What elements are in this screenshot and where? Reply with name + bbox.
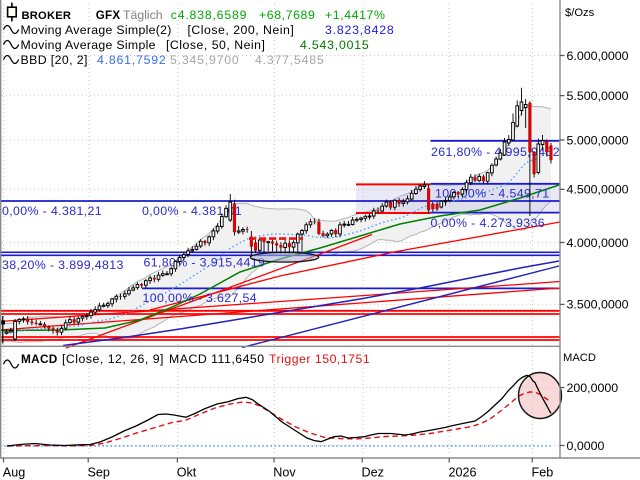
svg-text:0,0000: 0,0000	[567, 439, 605, 453]
svg-text:Sep: Sep	[88, 466, 110, 480]
svg-text:Okt: Okt	[177, 466, 197, 480]
svg-text:3.500,0000: 3.500,0000	[567, 298, 629, 312]
svg-text:4.861,7592: 4.861,7592	[97, 53, 167, 67]
svg-text:Nov: Nov	[273, 466, 296, 480]
svg-text:GFX: GFX	[96, 9, 121, 22]
svg-text:[Close, 50, Nein]: [Close, 50, Nein]	[166, 38, 265, 52]
svg-text:5.345,9700: 5.345,9700	[170, 53, 240, 67]
svg-text:MACD 111,6450: MACD 111,6450	[169, 352, 265, 366]
svg-text:2026: 2026	[449, 466, 477, 480]
svg-text:Täglich: Täglich	[123, 8, 163, 22]
svg-text:0,00% - 4.381,21: 0,00% - 4.381,21	[2, 204, 102, 218]
svg-text:c: c	[171, 8, 177, 22]
svg-text:4.000,0000: 4.000,0000	[567, 236, 629, 250]
svg-text:0,00% - 4.273,9336: 0,00% - 4.273,9336	[431, 216, 545, 230]
svg-text:[Close, 200, Nein]: [Close, 200, Nein]	[188, 23, 295, 37]
svg-text:200,0000: 200,0000	[567, 381, 619, 395]
svg-text:+1,4417%: +1,4417%	[325, 8, 386, 22]
svg-text:0,00% - 4.381,01: 0,00% - 4.381,01	[142, 204, 242, 218]
svg-text:Moving Average Simple: Moving Average Simple	[21, 38, 156, 52]
svg-text:Aug: Aug	[3, 466, 25, 480]
svg-text:Moving Average Simple(2): Moving Average Simple(2)	[21, 23, 172, 37]
svg-text:Feb: Feb	[532, 466, 554, 480]
svg-text:4.543,0015: 4.543,0015	[300, 38, 370, 52]
svg-text:Dez: Dez	[362, 466, 384, 480]
svg-text:3.823,8428: 3.823,8428	[325, 23, 395, 37]
svg-text:+68,7689: +68,7689	[259, 8, 315, 22]
svg-text:[Close, 12, 26, 9]: [Close, 12, 26, 9]	[62, 352, 164, 366]
svg-text:261,80% - 4.995,9462: 261,80% - 4.995,9462	[431, 145, 560, 159]
svg-text:Trigger 150,1751: Trigger 150,1751	[269, 352, 370, 366]
svg-text:100,00% - 3.627,54: 100,00% - 3.627,54	[143, 291, 257, 305]
svg-text:4.377,5485: 4.377,5485	[255, 53, 325, 67]
svg-text:5.500,0000: 5.500,0000	[567, 89, 629, 103]
svg-text:MACD: MACD	[21, 352, 58, 366]
svg-text:61,80% - 3.915,4419: 61,80% - 3.915,4419	[144, 256, 266, 270]
svg-text:5.000,0000: 5.000,0000	[567, 133, 629, 147]
svg-text:4.500,0000: 4.500,0000	[567, 183, 629, 197]
svg-text:BBD [20, 2]: BBD [20, 2]	[21, 53, 88, 67]
svg-text:4.838,6589: 4.838,6589	[178, 8, 248, 22]
svg-text:6.000,0000: 6.000,0000	[567, 49, 629, 63]
svg-text:MACD: MACD	[563, 352, 596, 364]
svg-text:$/Ozs: $/Ozs	[565, 7, 595, 19]
svg-text:BROKER: BROKER	[22, 10, 72, 22]
svg-text:38,20% - 3.899,4813: 38,20% - 3.899,4813	[2, 258, 124, 272]
